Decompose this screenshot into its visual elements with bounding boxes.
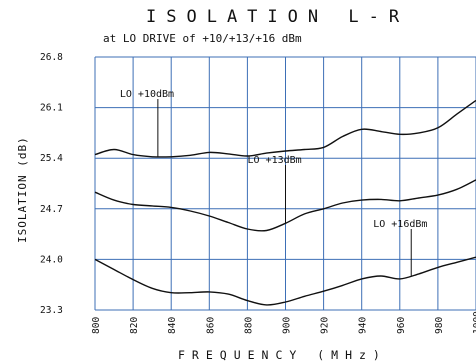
y-tick-label: 25.4 <box>40 153 63 164</box>
series-line-lo-16dbm <box>94 256 476 306</box>
x-axis-label: FREQUENCY (MHz) <box>178 348 387 362</box>
y-axis-label: ISOLATION (dB) <box>16 136 29 243</box>
x-tick-label: 860 <box>205 317 216 334</box>
series-annotations: LO +10dBm LO +13dBm LO +16dBm <box>120 89 427 276</box>
x-tick-label: 1000 <box>472 311 476 334</box>
y-tick-label: 26.1 <box>40 103 63 114</box>
x-tick-label: 800 <box>91 317 102 334</box>
x-tick-labels: 800 820 840 860 880 900 920 940 960 980 1000 <box>91 311 476 334</box>
series-line-lo-10dbm <box>94 99 476 158</box>
y-tick-label: 24.0 <box>40 254 63 265</box>
x-tick-label: 840 <box>167 317 178 334</box>
y-tick-labels: 23.3 24.0 24.7 25.4 26.1 26.8 <box>40 52 63 316</box>
x-tick-label: 960 <box>396 317 407 334</box>
y-tick-label: 24.7 <box>40 204 63 215</box>
x-tick-label: 940 <box>358 317 369 334</box>
y-tick-label: 26.8 <box>40 52 63 63</box>
plot-grid <box>94 56 476 311</box>
y-tick-label: 23.3 <box>40 305 63 316</box>
x-tick-label: 820 <box>129 317 140 334</box>
series-line-lo-13dbm <box>94 179 476 232</box>
annotation-label: LO +13dBm <box>248 155 302 166</box>
chart-title: ISOLATION L-R <box>146 7 409 27</box>
series-lines <box>94 99 476 306</box>
x-tick-label: 900 <box>282 317 293 334</box>
x-tick-label: 880 <box>243 317 254 334</box>
x-tick-label: 980 <box>434 317 445 334</box>
chart-subtitle: at LO DRIVE of +10/+13/+16 dBm <box>103 32 302 45</box>
annotation-label: LO +10dBm <box>120 89 174 100</box>
annotation-label: LO +16dBm <box>373 219 427 230</box>
x-tick-label: 920 <box>320 317 331 334</box>
